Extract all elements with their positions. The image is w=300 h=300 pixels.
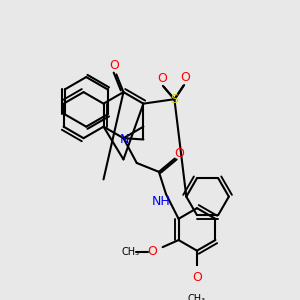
Text: O: O [110,59,119,72]
Text: O: O [174,147,184,160]
Text: O: O [147,245,157,258]
Text: O: O [180,71,190,85]
Text: O: O [157,72,167,85]
Text: CH₃: CH₃ [122,247,140,256]
Text: O: O [192,271,202,284]
Text: S: S [170,93,178,106]
Text: N: N [120,134,129,146]
Text: CH₃: CH₃ [188,294,206,300]
Text: NH: NH [152,196,171,208]
